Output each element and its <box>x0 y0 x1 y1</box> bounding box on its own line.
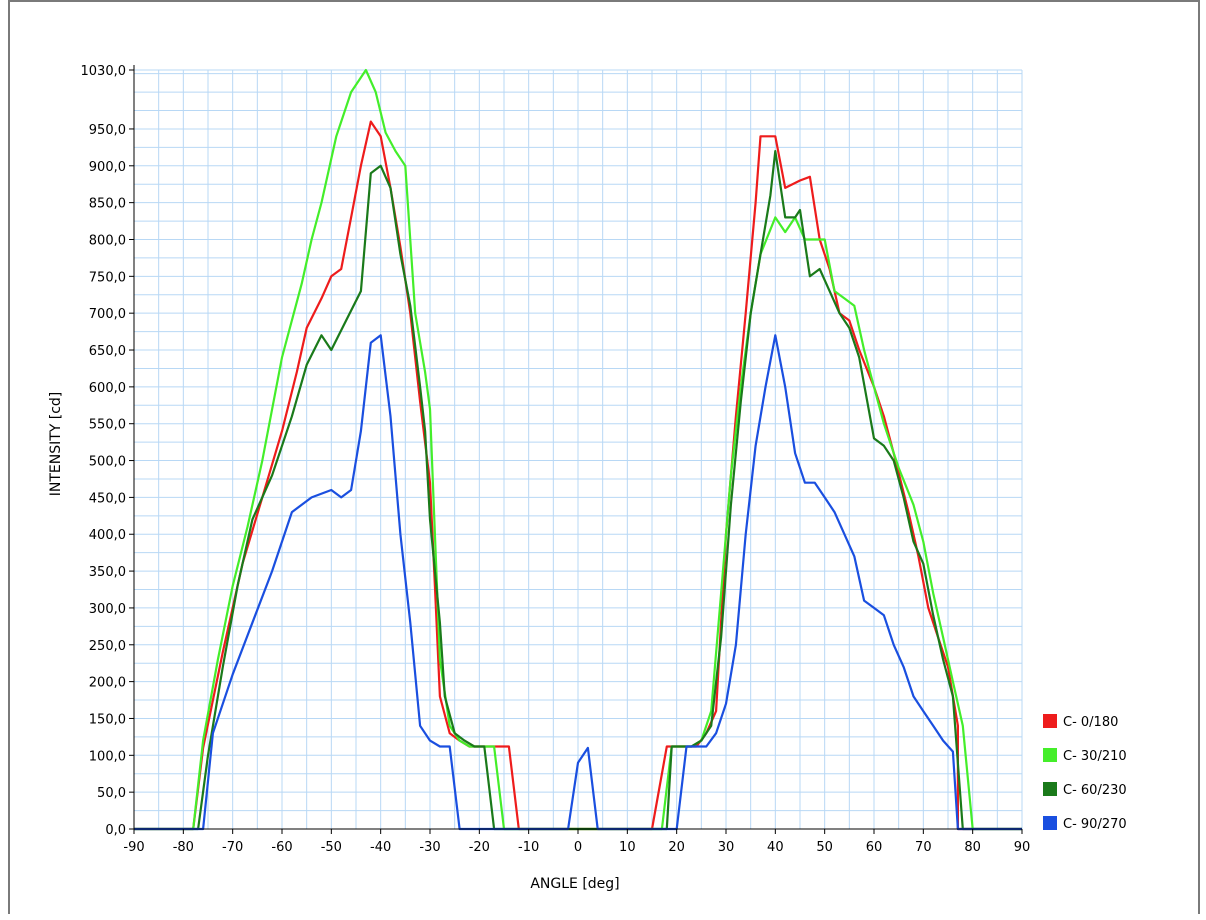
x-tick-label: -40 <box>370 840 391 855</box>
x-tick-label: 90 <box>1014 840 1031 855</box>
y-tick-label: 1030,0 <box>81 64 127 79</box>
x-tick-label: -20 <box>469 840 490 855</box>
y-tick-label: 400,0 <box>89 528 126 543</box>
y-tick-label: 0,0 <box>105 823 126 838</box>
y-tick-label: 950,0 <box>89 123 126 138</box>
x-tick-label: 20 <box>668 840 685 855</box>
y-tick-label: 250,0 <box>89 639 126 654</box>
x-tick-label: -10 <box>518 840 539 855</box>
x-tick-label: 70 <box>915 840 932 855</box>
x-tick-label: 80 <box>964 840 981 855</box>
y-tick-label: 750,0 <box>89 270 126 285</box>
y-axis-title: INTENSITY [cd] <box>48 392 64 497</box>
x-tick-label: 10 <box>619 840 636 855</box>
legend-label-1: C- 30/210 <box>1063 749 1127 764</box>
y-tick-label: 900,0 <box>89 160 126 175</box>
y-tick-label: 300,0 <box>89 602 126 617</box>
legend-swatch-2 <box>1043 782 1057 796</box>
legend-label-0: C- 0/180 <box>1063 715 1118 730</box>
series-line-2 <box>134 150 1022 831</box>
x-tick-label: -80 <box>173 840 194 855</box>
y-tick-label: 800,0 <box>89 233 126 248</box>
y-tick-label: 150,0 <box>89 712 126 727</box>
x-tick-label: 40 <box>767 840 784 855</box>
y-axis-ticks: 0,0 50,0 100,0 150,0 200,0 250,0 300,0 350,0 400… <box>81 64 134 838</box>
x-tick-label: -60 <box>271 840 292 855</box>
x-tick-label: 0 <box>574 840 582 855</box>
y-tick-label: 650,0 <box>89 344 126 359</box>
legend-label-2: C- 60/230 <box>1063 783 1127 798</box>
y-tick-label: 450,0 <box>89 491 126 506</box>
y-tick-label: 50,0 <box>97 786 126 801</box>
legend-label-3: C- 90/270 <box>1063 817 1127 832</box>
x-tick-label: -30 <box>419 840 440 855</box>
y-tick-label: 500,0 <box>89 455 126 470</box>
y-tick-label: 700,0 <box>89 307 126 322</box>
legend-swatch-3 <box>1043 816 1057 830</box>
y-tick-label: 100,0 <box>89 749 126 764</box>
y-tick-label: 850,0 <box>89 197 126 212</box>
y-tick-label: 200,0 <box>89 676 126 691</box>
grid-lines <box>133 69 1023 830</box>
legend-swatch-1 <box>1043 748 1057 762</box>
y-tick-label: 550,0 <box>89 418 126 433</box>
legend: C- 0/180 C- 30/210 C- 60/230 C- 90/270 <box>1043 714 1127 832</box>
legend-swatch-0 <box>1043 714 1057 728</box>
series-line-3 <box>134 334 1022 831</box>
x-axis-title: ANGLE [deg] <box>530 876 619 892</box>
x-tick-label: -50 <box>321 840 342 855</box>
x-axis-ticks: -90 -80 -70 -60 -50 -40 -30 -20 -10 0 10 20 30 40 50 60… <box>123 829 1030 855</box>
y-tick-label: 600,0 <box>89 381 126 396</box>
x-tick-label: -90 <box>123 840 144 855</box>
x-tick-label: 60 <box>866 840 883 855</box>
x-tick-label: 30 <box>718 840 735 855</box>
x-tick-label: 50 <box>816 840 833 855</box>
y-tick-label: 350,0 <box>89 565 126 580</box>
x-tick-label: -70 <box>222 840 243 855</box>
